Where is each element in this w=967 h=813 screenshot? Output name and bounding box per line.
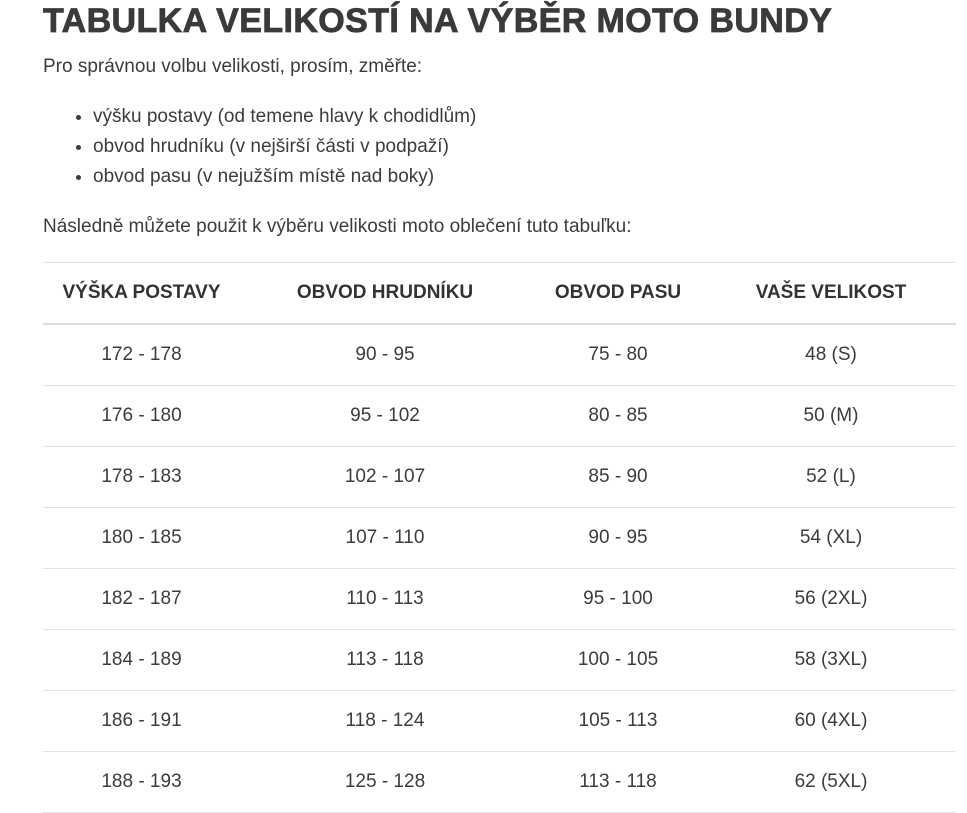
table-intro-text: Následně můžete použit k výběru velikost… [43,216,632,237]
cell-chest: 90 - 95 [355,344,415,365]
header-size: VAŠE VELIKOST [755,282,907,303]
cell-height: 180 - 185 [101,527,182,548]
cell-size: 52 (L) [806,466,856,487]
table-header-row: VÝŠKA POSTAVY OBVOD HRUDNÍKU OBVOD PASU … [43,262,956,324]
cell-waist: 95 - 100 [583,588,653,609]
list-item: obvod pasu (v nejužším místě nad boky) [93,162,476,192]
cell-waist: 113 - 118 [579,771,657,792]
cell-size: 60 (4XL) [794,710,868,731]
cell-height: 186 - 191 [101,710,182,731]
cell-chest: 113 - 118 [346,649,424,670]
cell-chest: 102 - 107 [344,466,426,487]
table-row: 172 - 178 90 - 95 75 - 80 48 (S) [43,324,956,386]
cell-size: 48 (S) [805,344,857,365]
cell-waist: 100 - 105 [577,649,659,670]
table-row: 188 - 193 125 - 128 113 - 118 62 (5XL) [43,752,956,813]
cell-height: 188 - 193 [101,771,182,792]
header-chest: OBVOD HRUDNÍKU [296,282,474,303]
cell-size: 50 (M) [803,405,859,426]
cell-size: 62 (5XL) [794,771,868,792]
table-row: 178 - 183 102 - 107 85 - 90 52 (L) [43,447,956,508]
cell-size: 56 (2XL) [794,588,868,609]
cell-height: 182 - 187 [101,588,182,609]
list-item: výšku postavy (od temene hlavy k chodidl… [93,102,476,132]
cell-chest: 125 - 128 [344,771,426,792]
cell-size: 54 (XL) [799,527,863,548]
size-table: VÝŠKA POSTAVY OBVOD HRUDNÍKU OBVOD PASU … [43,262,956,813]
intro-text: Pro správnou volbu velikosti, prosím, zm… [43,56,423,77]
table-row: 182 - 187 110 - 113 95 - 100 56 (2XL) [43,569,956,630]
page-title: TABULKA VELIKOSTÍ NA VÝBĚR MOTO BUNDY [43,2,833,41]
cell-height: 172 - 178 [101,344,182,365]
header-height: VÝŠKA POSTAVY [62,282,221,303]
measurement-list: výšku postavy (od temene hlavy k chodidl… [43,102,476,192]
cell-waist: 80 - 85 [588,405,648,426]
cell-chest: 95 - 102 [350,405,420,426]
cell-waist: 75 - 80 [588,344,648,365]
header-waist: OBVOD PASU [554,282,682,303]
cell-waist: 90 - 95 [588,527,648,548]
cell-height: 178 - 183 [101,466,182,487]
table-row: 176 - 180 95 - 102 80 - 85 50 (M) [43,386,956,447]
cell-waist: 105 - 113 [578,710,658,731]
cell-height: 176 - 180 [101,405,182,426]
cell-waist: 85 - 90 [588,466,648,487]
table-row: 184 - 189 113 - 118 100 - 105 58 (3XL) [43,630,956,691]
cell-chest: 118 - 124 [345,710,425,731]
list-item: obvod hrudníku (v nejširší části v podpa… [93,132,476,162]
table-row: 186 - 191 118 - 124 105 - 113 60 (4XL) [43,691,956,752]
cell-chest: 110 - 113 [346,588,424,609]
cell-height: 184 - 189 [101,649,182,670]
cell-size: 58 (3XL) [794,649,868,670]
table-row: 180 - 185 107 - 110 90 - 95 54 (XL) [43,508,956,569]
cell-chest: 107 - 110 [345,527,425,548]
